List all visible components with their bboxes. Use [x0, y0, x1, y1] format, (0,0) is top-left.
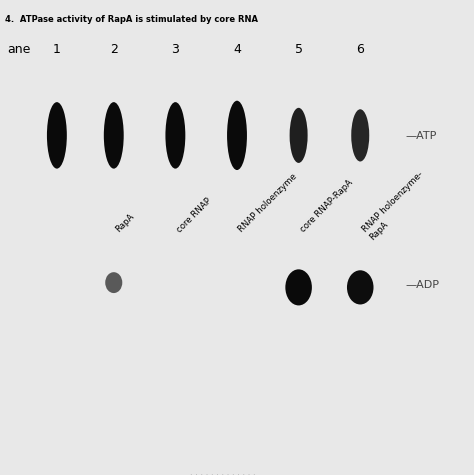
Text: 2: 2: [110, 43, 118, 57]
Ellipse shape: [351, 109, 369, 162]
Text: 3: 3: [172, 43, 179, 57]
Text: 6: 6: [356, 43, 364, 57]
Text: 4: 4: [233, 43, 241, 57]
Text: ane: ane: [7, 43, 30, 57]
Ellipse shape: [105, 272, 122, 293]
Text: · · · · · · · · · · · · ·: · · · · · · · · · · · · ·: [190, 471, 255, 475]
Text: RNAP holoenzyme: RNAP holoenzyme: [237, 172, 299, 234]
Ellipse shape: [290, 108, 308, 163]
Ellipse shape: [285, 269, 312, 305]
Ellipse shape: [104, 102, 124, 169]
Ellipse shape: [47, 102, 67, 169]
Text: core RNAP: core RNAP: [175, 196, 213, 234]
Text: 5: 5: [295, 43, 302, 57]
Text: RapA: RapA: [114, 212, 136, 234]
Text: core RNAP-RapA: core RNAP-RapA: [299, 179, 355, 234]
Text: 1: 1: [53, 43, 61, 57]
Text: 4.  ATPase activity of RapA is stimulated by core RNA: 4. ATPase activity of RapA is stimulated…: [5, 15, 258, 24]
Ellipse shape: [227, 101, 247, 170]
Ellipse shape: [347, 270, 374, 304]
Ellipse shape: [165, 102, 185, 169]
Text: —ATP: —ATP: [405, 131, 437, 142]
Text: RNAP holoenzyme-
RapA: RNAP holoenzyme- RapA: [360, 170, 432, 242]
Text: —ADP: —ADP: [405, 280, 439, 290]
